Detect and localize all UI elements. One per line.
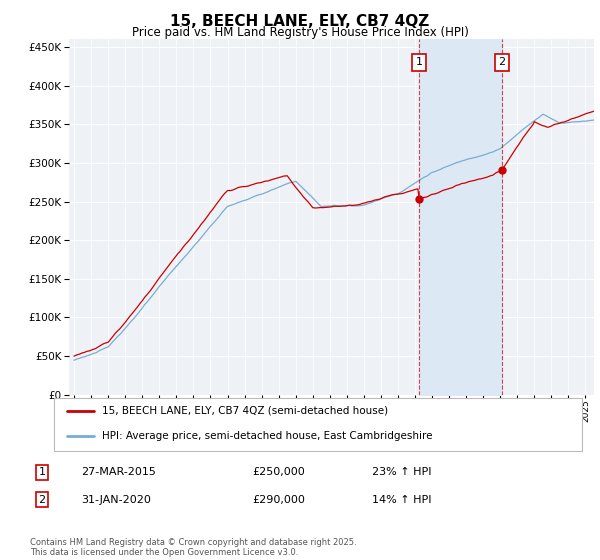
Text: £250,000: £250,000	[252, 467, 305, 477]
Text: 23% ↑ HPI: 23% ↑ HPI	[372, 467, 431, 477]
FancyBboxPatch shape	[54, 398, 582, 451]
Text: 27-MAR-2015: 27-MAR-2015	[81, 467, 156, 477]
Text: 1: 1	[415, 57, 422, 67]
Text: Price paid vs. HM Land Registry's House Price Index (HPI): Price paid vs. HM Land Registry's House …	[131, 26, 469, 39]
Text: 2: 2	[498, 57, 505, 67]
Text: Contains HM Land Registry data © Crown copyright and database right 2025.
This d: Contains HM Land Registry data © Crown c…	[30, 538, 356, 557]
Text: 31-JAN-2020: 31-JAN-2020	[81, 494, 151, 505]
Text: 15, BEECH LANE, ELY, CB7 4QZ: 15, BEECH LANE, ELY, CB7 4QZ	[170, 14, 430, 29]
Text: 1: 1	[38, 467, 46, 477]
Text: 15, BEECH LANE, ELY, CB7 4QZ (semi-detached house): 15, BEECH LANE, ELY, CB7 4QZ (semi-detac…	[101, 406, 388, 416]
Text: 14% ↑ HPI: 14% ↑ HPI	[372, 494, 431, 505]
Text: £290,000: £290,000	[252, 494, 305, 505]
Text: 2: 2	[38, 494, 46, 505]
Text: HPI: Average price, semi-detached house, East Cambridgeshire: HPI: Average price, semi-detached house,…	[101, 431, 432, 441]
